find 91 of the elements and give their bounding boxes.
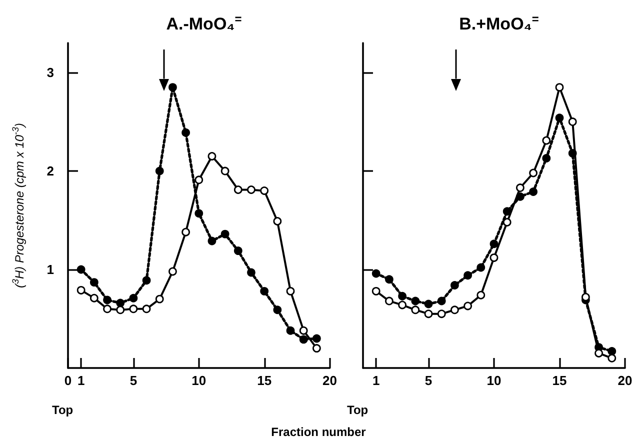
point [260,286,269,296]
point [155,166,164,176]
point [208,152,216,160]
point [182,228,190,236]
point [168,267,177,276]
point [103,296,112,304]
y-tick-label: 1 [46,262,54,278]
point [247,186,256,194]
point [464,271,472,280]
x-tick-label: 1 [77,373,85,388]
chart-title: B.+MoO₄= [459,12,539,34]
x-tick-label: 20 [322,373,338,388]
y-axis-title: (3H) Progesterone (cpm x 10-3) [10,122,26,288]
point [476,263,486,272]
point [424,310,433,318]
point [502,207,512,216]
x-tick-label: 1 [372,373,380,388]
x-tick-label: 10 [486,373,502,388]
point [450,306,459,314]
x-tick-label: 10 [192,373,206,388]
x-tick-label: 5 [130,373,138,388]
point [76,265,86,274]
y-tick-label: 3 [46,65,54,80]
point [182,128,190,137]
point [90,278,98,287]
point [502,218,512,226]
point [286,286,295,296]
x-tick-label: 20 [618,373,632,388]
x-tick-label: 15 [257,373,272,388]
point [194,176,204,184]
point [299,335,308,344]
y-tick-label: 2 [46,164,54,179]
point [208,236,216,246]
point [116,306,125,314]
point [260,186,269,195]
point [194,209,204,218]
text: Top [52,403,74,417]
point [168,83,177,92]
point [385,275,394,284]
point [437,310,446,318]
point [450,281,459,290]
point [555,83,564,92]
point [312,334,321,343]
point [555,114,564,122]
point [142,304,151,314]
point [411,306,420,314]
point [286,326,295,335]
point [608,354,616,362]
point [516,184,524,192]
point [372,286,380,296]
point [220,166,230,176]
point [476,290,486,300]
point [568,118,577,126]
x-tick-label: 0 [64,373,72,388]
point [90,294,98,302]
point [142,276,151,285]
point [490,254,498,262]
point [424,300,433,308]
point [594,349,603,358]
point [385,296,394,306]
point [529,188,538,196]
point [312,344,321,352]
point [490,240,498,248]
point [273,217,282,226]
text: Top [347,403,368,417]
point [542,136,551,145]
x-tick-label: 5 [424,373,432,388]
point [116,298,125,308]
point [247,268,256,277]
point [437,296,446,306]
point [234,186,242,194]
x-tick-label: 15 [552,373,567,388]
point [103,304,112,314]
point [398,292,406,300]
point [372,269,380,278]
point [155,294,164,304]
point [411,296,420,306]
chart-title: A.-MoO₄= [166,12,242,34]
point [129,294,138,302]
point [220,230,230,238]
point [464,302,472,310]
point [529,168,538,178]
point [542,154,551,162]
point [76,286,86,294]
point [273,306,282,314]
point [608,347,616,356]
x-axis-title: Fraction number [271,425,366,439]
point [234,246,242,255]
point [299,326,308,335]
point [398,300,406,310]
point [129,304,138,314]
